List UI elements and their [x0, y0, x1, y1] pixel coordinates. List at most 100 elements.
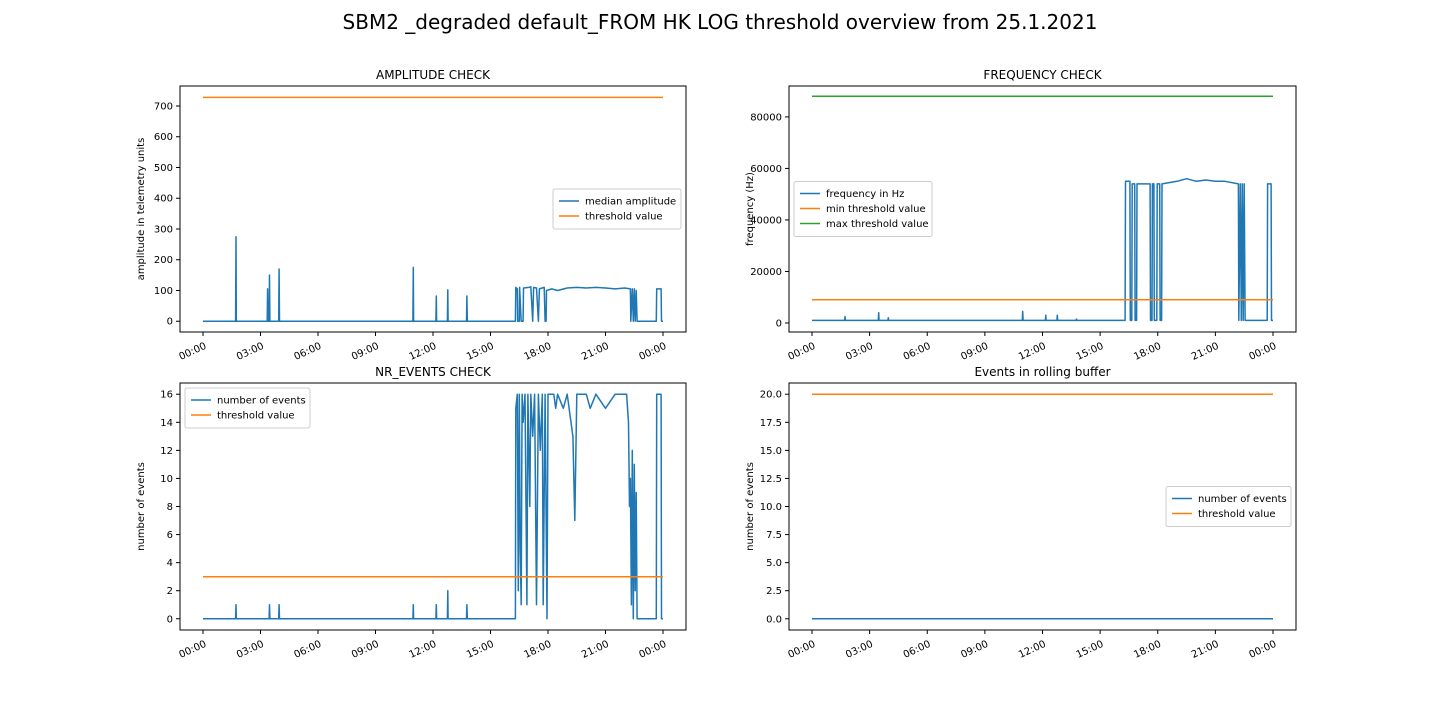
x-tick-label: 03:00	[844, 341, 875, 363]
figure-title: SBM2 _degraded default_FROM HK LOG thres…	[343, 10, 1098, 34]
chart-panel-4: Events in rolling buffer number of events…	[745, 365, 1297, 661]
y-tick-label: 200	[154, 255, 173, 266]
y-tick-label: 16	[160, 390, 173, 401]
y-tick-label: 300	[154, 224, 173, 235]
legend-entry: median amplitude	[585, 197, 676, 208]
y-tick-label: 12.5	[760, 474, 782, 485]
x-tick-label: 12:00	[407, 341, 438, 363]
y-tick-label: 10.0	[760, 502, 782, 513]
y-tick-label: 17.5	[760, 418, 782, 429]
x-tick-label: 21:00	[580, 341, 611, 363]
y-tick-label: 6	[167, 530, 173, 541]
y-tick-label: 400	[154, 194, 173, 205]
x-tick-label: 03:00	[235, 639, 266, 661]
x-tick-label: 09:00	[350, 341, 381, 363]
x-tick-label: 09:00	[959, 639, 990, 661]
series-line	[203, 393, 663, 620]
x-tick-label: 03:00	[235, 341, 266, 363]
x-tick-label: 00:00	[1247, 341, 1278, 363]
legend-entry: max threshold value	[826, 219, 929, 230]
y-tick-label: 40000	[750, 215, 782, 226]
x-tick-label: 00:00	[1247, 639, 1278, 661]
chart-panel-2: FREQUENCY CHECK frequency (Hz) 0 20000 40000…	[745, 68, 1297, 363]
x-tick-label: 00:00	[786, 639, 817, 661]
legend: number of events threshold value	[184, 387, 311, 429]
chart-title: AMPLITUDE CHECK	[376, 68, 491, 82]
x-tick-label: 00:00	[637, 639, 668, 661]
x-tick-label: 15:00	[465, 341, 496, 363]
legend-box	[793, 181, 933, 237]
x-tick-label: 18:00	[522, 639, 553, 661]
y-tick-label: 100	[154, 286, 173, 297]
chart-title: Events in rolling buffer	[974, 365, 1110, 379]
legend-entry: min threshold value	[826, 204, 926, 215]
y-tick-label: 10	[160, 474, 173, 485]
x-tick-label: 12:00	[1017, 341, 1048, 363]
legend-box	[184, 387, 311, 429]
x-tick-label: 00:00	[177, 639, 208, 661]
x-tick-label: 00:00	[786, 341, 817, 363]
x-tick-label: 06:00	[292, 341, 323, 363]
y-tick-label: 4	[167, 558, 173, 569]
legend-entry: number of events	[217, 396, 306, 407]
x-tick-label: 18:00	[1132, 639, 1163, 661]
x-tick-label: 21:00	[1190, 639, 1221, 661]
y-tick-label: 500	[154, 163, 173, 174]
x-tick-label: 00:00	[177, 341, 208, 363]
legend-box	[1165, 486, 1292, 527]
legend: number of events threshold value	[1165, 486, 1292, 527]
legend-entry: number of events	[1198, 494, 1287, 505]
x-tick-label: 18:00	[1132, 341, 1163, 363]
y-tick-label: 20.0	[760, 390, 782, 401]
y-tick-label: 14	[160, 418, 173, 429]
legend: median amplitude threshold value	[552, 188, 682, 230]
series-line	[203, 235, 663, 322]
y-axis-label: number of events	[136, 462, 147, 551]
x-tick-label: 03:00	[844, 639, 875, 661]
y-tick-label: 2.5	[766, 586, 782, 597]
x-tick-label: 21:00	[1190, 341, 1221, 363]
y-tick-label: 5.0	[766, 558, 782, 569]
x-tick-label: 15:00	[1075, 341, 1106, 363]
y-tick-label: 0	[167, 614, 173, 625]
x-tick-label: 18:00	[522, 341, 553, 363]
y-tick-label: 0	[167, 317, 173, 328]
y-axis-label: frequency (Hz)	[745, 172, 756, 246]
chart-title: NR_EVENTS CHECK	[375, 365, 492, 379]
series-line	[812, 177, 1273, 322]
chart-panel-3: NR_EVENTS CHECK number of events 0 2 4 6 8 10 12…	[136, 365, 687, 661]
y-axis-label: number of events	[745, 462, 756, 551]
chart-title: FREQUENCY CHECK	[983, 68, 1102, 82]
y-tick-label: 0	[776, 318, 782, 329]
y-tick-label: 2	[167, 586, 173, 597]
x-tick-label: 09:00	[350, 639, 381, 661]
y-tick-label: 60000	[750, 164, 782, 175]
y-tick-label: 80000	[750, 112, 782, 123]
x-tick-label: 21:00	[580, 639, 611, 661]
y-tick-label: 12	[160, 446, 173, 457]
chart-panels: AMPLITUDE CHECK amplitude in telemetry un…	[136, 68, 1297, 661]
x-tick-label: 06:00	[902, 639, 933, 661]
legend-entry: frequency in Hz	[826, 189, 904, 200]
x-tick-label: 12:00	[1017, 639, 1048, 661]
y-tick-label: 700	[154, 101, 173, 112]
y-tick-label: 7.5	[766, 530, 782, 541]
x-tick-label: 15:00	[465, 639, 496, 661]
x-tick-label: 09:00	[959, 341, 990, 363]
x-tick-label: 12:00	[407, 639, 438, 661]
x-tick-label: 06:00	[292, 639, 323, 661]
y-tick-label: 8	[167, 502, 173, 513]
y-tick-label: 15.0	[760, 446, 782, 457]
legend-entry: threshold value	[217, 411, 295, 422]
y-tick-label: 0.0	[766, 614, 782, 625]
legend-entry: threshold value	[1198, 509, 1276, 520]
y-tick-label: 20000	[750, 267, 782, 278]
y-tick-label: 600	[154, 132, 173, 143]
legend-box	[552, 188, 682, 230]
x-tick-label: 06:00	[902, 341, 933, 363]
chart-panel-1: AMPLITUDE CHECK amplitude in telemetry un…	[136, 68, 687, 363]
x-tick-label: 00:00	[637, 341, 668, 363]
y-axis-label: amplitude in telemetry units	[136, 138, 147, 281]
x-tick-label: 15:00	[1075, 639, 1106, 661]
